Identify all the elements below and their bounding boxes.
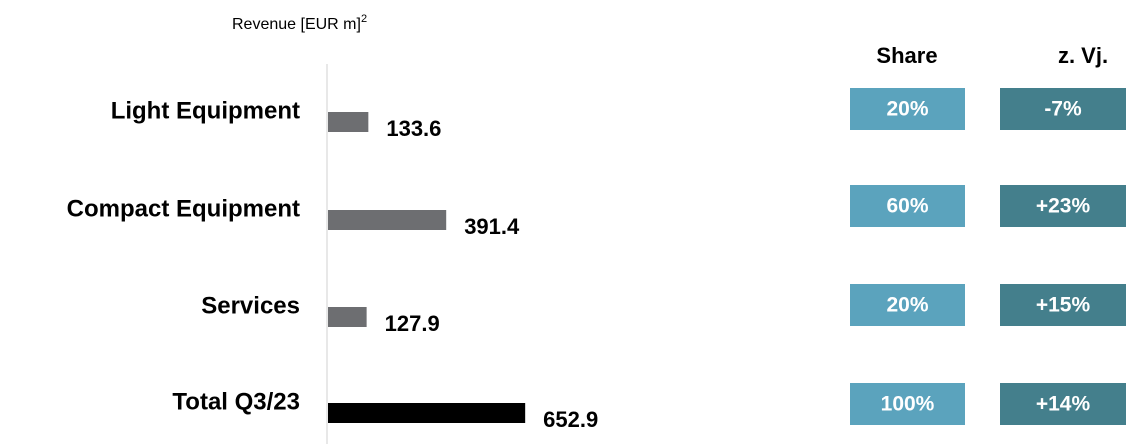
bar	[328, 112, 369, 132]
bar	[328, 210, 447, 230]
category-label: Total Q3/23	[172, 388, 300, 415]
value-label: 391.4	[464, 214, 520, 239]
value-label: 133.6	[386, 116, 441, 141]
yoy-header: z. Vj.	[1058, 43, 1108, 68]
share-label: 20%	[886, 98, 928, 121]
yoy-box	[1000, 383, 1126, 425]
share-label: 60%	[886, 195, 928, 218]
chart-title: Revenue [EUR m]2	[232, 13, 367, 33]
yoy-box	[1000, 185, 1126, 227]
share-label: 20%	[886, 294, 928, 317]
yoy-label: +14%	[1036, 393, 1091, 416]
share-box	[850, 88, 965, 130]
yoy-box	[1000, 284, 1126, 326]
bar	[328, 403, 526, 423]
value-label: 127.9	[385, 311, 440, 336]
title-text: Revenue [EUR m]	[232, 16, 361, 33]
category-label: Compact Equipment	[67, 195, 300, 222]
share-header: Share	[876, 43, 937, 68]
share-box	[850, 185, 965, 227]
bar	[328, 307, 367, 327]
share-label: 100%	[881, 393, 935, 416]
category-label: Light Equipment	[111, 97, 300, 124]
yoy-box	[1000, 88, 1126, 130]
share-box	[850, 284, 965, 326]
value-label: 652.9	[543, 407, 598, 432]
share-box	[850, 383, 965, 425]
category-label: Services	[201, 292, 300, 319]
title-footnote: 2	[361, 13, 367, 25]
yoy-label: -7%	[1044, 98, 1082, 121]
yoy-label: +23%	[1036, 195, 1091, 218]
yoy-label: +15%	[1036, 294, 1091, 317]
